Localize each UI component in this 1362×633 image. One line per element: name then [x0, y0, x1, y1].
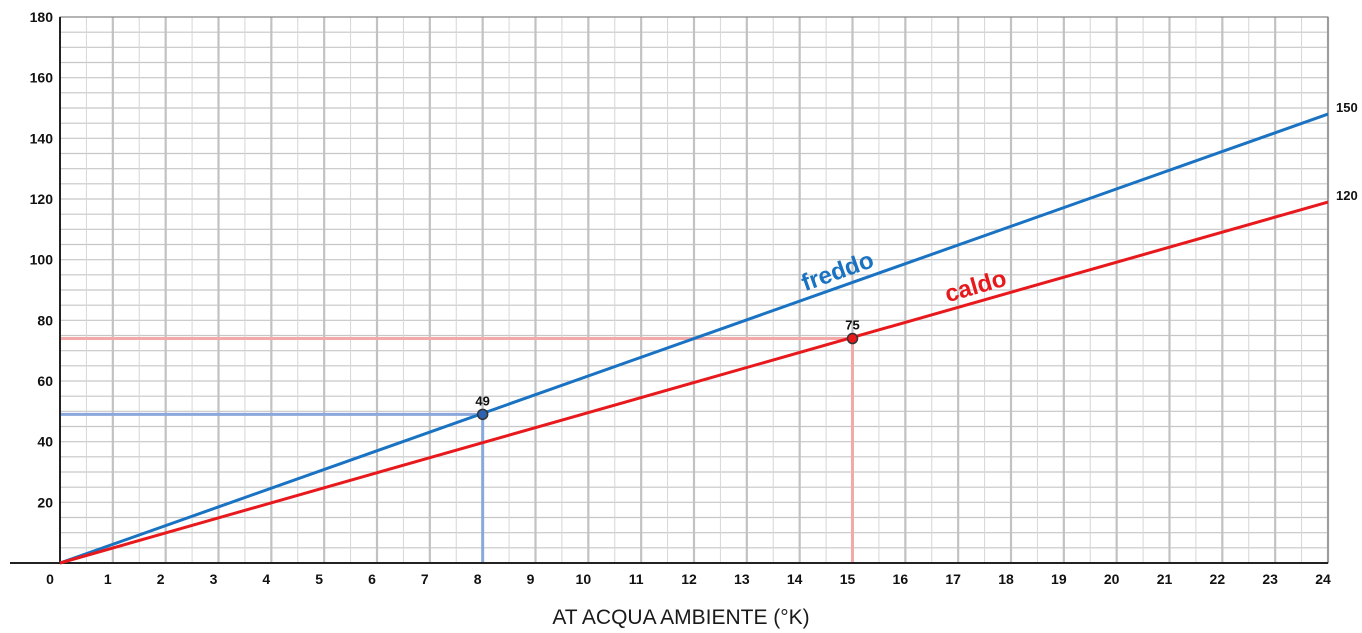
series-line-freddo [59, 112, 1329, 565]
series-lines [59, 112, 1329, 565]
axes [10, 16, 1329, 564]
x-tick-label: 11 [629, 571, 644, 587]
y-tick-label: 40 [37, 434, 53, 450]
reference-point-label: 49 [475, 393, 489, 408]
series-name-label: freddo [798, 247, 877, 297]
y-tick-label: 140 [30, 130, 54, 146]
y-tick-label: 120 [30, 191, 54, 207]
y-tick-label: 20 [37, 494, 53, 510]
guide-lines [60, 337, 854, 563]
x-tick-label: 9 [527, 571, 535, 587]
x-tick-label: 22 [1210, 571, 1226, 587]
x-tick-label: 1 [104, 571, 112, 587]
x-tick-label: 10 [576, 571, 592, 587]
x-axis-title: AT ACQUA AMBIENTE (°K) [552, 606, 810, 629]
grid [60, 16, 1330, 563]
y-tick-label: 180 [30, 9, 54, 25]
y-tick-label: 160 [30, 70, 54, 86]
x-tick-label: 18 [998, 571, 1014, 587]
x-tick-label: 21 [1157, 571, 1173, 587]
x-tick-label: 3 [210, 571, 218, 587]
x-tick-label: 2 [157, 571, 165, 587]
x-tick-label: 15 [840, 571, 856, 587]
x-tick-label: 7 [421, 571, 429, 587]
y-tick-label: 60 [37, 373, 53, 389]
reference-point-marker [476, 408, 489, 421]
x-tick-label: 0 [46, 571, 54, 587]
x-tick-label: 17 [945, 571, 961, 587]
series-line-caldo [59, 200, 1329, 565]
y-tick-label: 80 [37, 312, 53, 328]
y-tick-label: 100 [30, 252, 54, 268]
series-end-label: 150 [1336, 100, 1358, 115]
series-end-label: 120 [1336, 188, 1358, 203]
x-tick-label: 14 [787, 571, 803, 587]
x-tick-label: 4 [262, 571, 270, 587]
x-tick-label: 13 [734, 571, 750, 587]
x-tick-label: 8 [474, 571, 482, 587]
x-tick-label: 16 [893, 571, 909, 587]
reference-point-marker [846, 332, 859, 345]
x-tick-label: 20 [1104, 571, 1120, 587]
x-tick-label: 6 [368, 571, 376, 587]
x-tick-label: 19 [1051, 571, 1067, 587]
x-tick-label: 24 [1315, 571, 1331, 587]
reference-point-label: 75 [845, 318, 859, 333]
x-tick-label: 23 [1262, 571, 1278, 587]
x-tick-label: 12 [681, 571, 697, 587]
x-tick-label: 5 [315, 571, 323, 587]
